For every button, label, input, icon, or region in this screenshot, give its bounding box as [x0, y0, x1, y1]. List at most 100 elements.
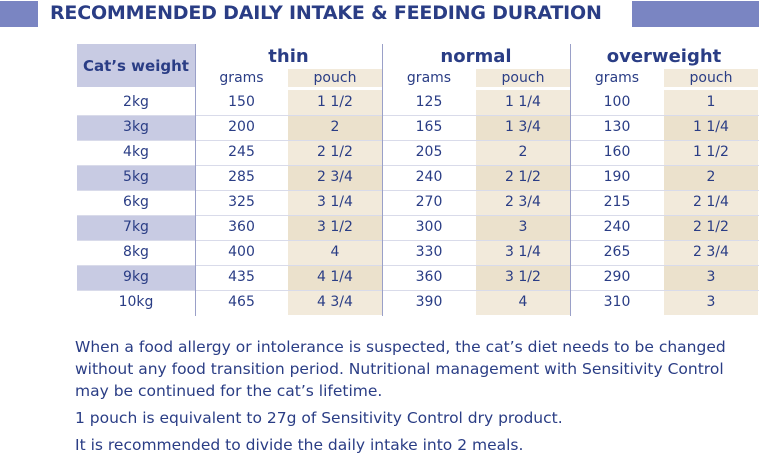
grams-cell-normal: 240 — [415, 169, 443, 185]
pouch-cell-normal: 3 — [476, 215, 570, 240]
grams-cell-normal: 270 — [415, 194, 443, 210]
pouch-cell-overweight: 1 1/4 — [664, 115, 758, 140]
row-divider — [77, 240, 759, 241]
pouch-cell-overweight: 2 3/4 — [664, 240, 758, 265]
group-title-thin: thin — [268, 46, 309, 67]
weight-cell: 2kg — [123, 94, 149, 110]
grams-cell-thin: 200 — [228, 119, 255, 135]
cats-weight-header: Cat’s weight — [77, 44, 195, 87]
header-accent-bar-left — [0, 1, 38, 27]
grams-cell-thin: 325 — [228, 194, 255, 210]
pouch-cell-normal: 4 — [476, 290, 570, 315]
table-row: 9kg 435 4 1/4 360 3 1/2 290 3 — [77, 265, 759, 290]
group-title-normal: normal — [440, 46, 512, 67]
header-accent-bar-right — [632, 1, 759, 27]
row-divider — [77, 140, 759, 141]
pouch-cell-thin: 4 — [288, 240, 382, 265]
column-divider — [195, 44, 196, 316]
pouch-cell-normal: 3 1/4 — [476, 240, 570, 265]
pouch-cell-thin: 1 1/2 — [288, 90, 382, 115]
grams-cell-normal: 125 — [415, 94, 443, 110]
pouch-cell-overweight: 2 1/4 — [664, 190, 758, 215]
grams-cell-overweight: 310 — [603, 294, 631, 310]
pouch-cell-overweight: 3 — [664, 290, 758, 315]
pouch-cell-normal: 1 1/4 — [476, 90, 570, 115]
table-row: 10kg 465 4 3/4 390 4 310 3 — [77, 290, 759, 315]
page-header: RECOMMENDED DAILY INTAKE & FEEDING DURAT… — [0, 0, 759, 30]
pouch-cell-overweight: 1 — [664, 90, 758, 115]
row-divider — [77, 190, 759, 191]
table-row: 2kg 150 1 1/2 125 1 1/4 100 1 — [77, 90, 759, 115]
column-divider — [382, 44, 383, 316]
grams-cell-normal: 390 — [415, 294, 443, 310]
grams-cell-overweight: 265 — [603, 244, 631, 260]
grams-cell-thin: 435 — [228, 269, 255, 285]
pouch-cell-normal: 2 3/4 — [476, 190, 570, 215]
pouch-cell-thin: 3 1/2 — [288, 215, 382, 240]
pouch-cell-normal: 2 — [476, 140, 570, 165]
grams-cell-thin: 465 — [228, 294, 255, 310]
row-divider — [77, 115, 759, 116]
pouch-cell-normal: 2 1/2 — [476, 165, 570, 190]
pouch-cell-overweight: 2 — [664, 165, 758, 190]
grams-cell-normal: 360 — [415, 269, 443, 285]
subheader-thin-pouch: pouch — [288, 69, 382, 87]
grams-cell-normal: 205 — [415, 144, 443, 160]
row-divider — [77, 215, 759, 216]
grams-cell-overweight: 240 — [603, 219, 631, 235]
pouch-cell-thin: 4 3/4 — [288, 290, 382, 315]
weight-cell: 3kg — [77, 115, 195, 140]
pouch-cell-thin: 2 — [288, 115, 382, 140]
weight-cell: 10kg — [118, 294, 154, 310]
weight-cell: 5kg — [77, 165, 195, 190]
page-title: RECOMMENDED DAILY INTAKE & FEEDING DURAT… — [50, 2, 602, 24]
weight-cell: 9kg — [77, 265, 195, 290]
grams-cell-thin: 285 — [228, 169, 255, 185]
subheader-thin-grams: grams — [219, 70, 264, 86]
column-divider — [570, 44, 571, 316]
pouch-cell-thin: 4 1/4 — [288, 265, 382, 290]
grams-cell-thin: 245 — [228, 144, 255, 160]
note-allergy: When a food allergy or intolerance is su… — [75, 338, 726, 400]
group-title-overweight: overweight — [606, 46, 722, 67]
grams-cell-overweight: 130 — [603, 119, 631, 135]
pouch-cell-normal: 1 3/4 — [476, 115, 570, 140]
grams-cell-thin: 150 — [228, 94, 255, 110]
pouch-cell-thin: 2 1/2 — [288, 140, 382, 165]
table-row: 4kg 245 2 1/2 205 2 160 1 1/2 — [77, 140, 759, 165]
subheader-overweight-pouch: pouch — [664, 69, 758, 87]
grams-cell-thin: 360 — [228, 219, 255, 235]
note-pouch-equivalent: 1 pouch is equivalent to 27g of Sensitiv… — [75, 409, 563, 427]
subheader-normal-pouch: pouch — [476, 69, 570, 87]
grams-cell-normal: 300 — [415, 219, 443, 235]
subheader-normal-grams: grams — [406, 70, 452, 86]
weight-cell: 4kg — [123, 144, 149, 160]
grams-cell-overweight: 215 — [603, 194, 631, 210]
grams-cell-overweight: 190 — [603, 169, 631, 185]
pouch-cell-overweight: 3 — [664, 265, 758, 290]
subheader-overweight-grams: grams — [594, 70, 640, 86]
grams-cell-overweight: 100 — [603, 94, 631, 110]
grams-cell-overweight: 290 — [603, 269, 631, 285]
row-divider — [77, 265, 759, 266]
pouch-cell-thin: 3 1/4 — [288, 190, 382, 215]
table-row: 6kg 325 3 1/4 270 2 3/4 215 2 1/4 — [77, 190, 759, 215]
pouch-cell-overweight: 1 1/2 — [664, 140, 758, 165]
weight-cell: 8kg — [123, 244, 149, 260]
grams-cell-normal: 330 — [415, 244, 443, 260]
table-row: 5kg 285 2 3/4 240 2 1/2 190 2 — [77, 165, 759, 190]
note-meals: It is recommended to divide the daily in… — [75, 436, 524, 454]
table-row: 3kg 200 2 165 1 3/4 130 1 1/4 — [77, 115, 759, 140]
pouch-cell-overweight: 2 1/2 — [664, 215, 758, 240]
pouch-cell-normal: 3 1/2 — [476, 265, 570, 290]
notes-section: When a food allergy or intolerance is su… — [75, 336, 755, 461]
grams-cell-normal: 165 — [415, 119, 443, 135]
weight-cell: 7kg — [77, 215, 195, 240]
weight-cell: 6kg — [123, 194, 149, 210]
row-divider — [77, 165, 759, 166]
grams-cell-thin: 400 — [228, 244, 255, 260]
table-row: 8kg 400 4 330 3 1/4 265 2 3/4 — [77, 240, 759, 265]
table-row: 7kg 360 3 1/2 300 3 240 2 1/2 — [77, 215, 759, 240]
row-divider — [77, 290, 759, 291]
pouch-cell-thin: 2 3/4 — [288, 165, 382, 190]
